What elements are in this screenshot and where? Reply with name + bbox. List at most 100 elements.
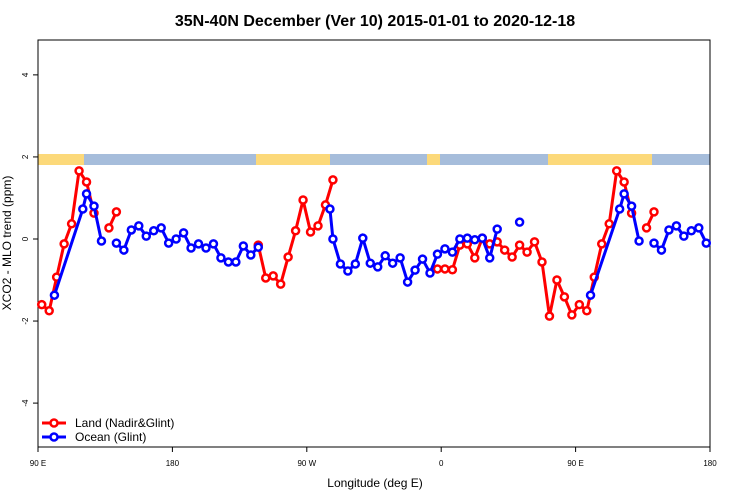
data-point	[119, 245, 129, 255]
data-point	[582, 306, 592, 316]
data-point	[104, 223, 114, 233]
data-point	[499, 245, 510, 255]
data-point	[470, 235, 480, 245]
data-point	[559, 292, 570, 302]
data-point	[529, 237, 540, 247]
data-point	[268, 271, 278, 281]
data-point	[686, 226, 697, 236]
data-point	[671, 221, 682, 231]
data-point	[238, 241, 249, 251]
data-point	[417, 254, 428, 264]
data-point	[380, 251, 390, 261]
data-point	[275, 279, 286, 289]
data-point	[440, 264, 450, 274]
legend-marker	[49, 418, 59, 428]
data-point	[626, 201, 637, 211]
data-point	[66, 219, 77, 229]
data-point	[567, 310, 577, 320]
data-point	[514, 240, 525, 250]
y-tick-label: -2	[21, 317, 30, 325]
legend-label: Ocean (Glint)	[75, 430, 146, 444]
x-tick-label: 180	[166, 459, 180, 468]
data-point	[470, 253, 480, 263]
data-point	[81, 189, 92, 199]
y-tick-label: 0	[21, 236, 30, 241]
y-axis-label: XCO2 - MLO trend (ppm)	[0, 176, 14, 311]
data-point	[447, 265, 458, 275]
data-point	[619, 177, 629, 187]
data-point	[440, 244, 450, 254]
data-point	[552, 275, 562, 285]
data-point	[387, 258, 398, 268]
data-point	[134, 221, 144, 231]
data-point	[111, 238, 122, 248]
land-ocean-strip	[38, 154, 710, 165]
data-point	[186, 243, 196, 253]
data-point	[111, 207, 122, 217]
data-point	[89, 201, 99, 211]
data-point	[425, 268, 435, 278]
data-point	[325, 204, 335, 214]
data-point	[649, 238, 659, 248]
data-point	[402, 277, 413, 287]
data-point	[544, 311, 555, 321]
data-point	[365, 258, 376, 268]
data-point	[328, 175, 338, 185]
data-point	[701, 238, 712, 248]
legend-label: Land (Nadir&Glint)	[75, 416, 174, 430]
data-point	[335, 259, 346, 269]
data-point	[148, 226, 159, 236]
data-point	[343, 266, 353, 276]
data-point	[432, 264, 443, 274]
data-point	[596, 239, 607, 249]
data-point	[59, 239, 69, 249]
data-point	[679, 231, 689, 241]
y-tick-label: -4	[21, 399, 30, 407]
data-point	[96, 236, 107, 246]
data-point	[395, 253, 405, 263]
x-axis-label: Longitude (deg E)	[327, 476, 422, 490]
data-point	[74, 166, 84, 176]
data-point	[656, 245, 667, 255]
data-point	[410, 265, 420, 275]
data-point	[178, 228, 189, 238]
data-point	[477, 233, 488, 243]
data-point	[514, 217, 525, 227]
chart-title: 35N-40N December (Ver 10) 2015-01-01 to …	[175, 13, 575, 30]
data-point	[694, 223, 704, 233]
data-point	[126, 225, 137, 235]
data-point	[193, 239, 204, 249]
data-point	[156, 223, 166, 233]
data-point	[641, 223, 652, 233]
data-point	[36, 299, 47, 310]
data-point	[507, 252, 517, 262]
data-point	[216, 253, 226, 263]
data-point	[585, 290, 596, 300]
data-point	[328, 234, 338, 244]
data-point	[44, 306, 54, 316]
data-point	[614, 204, 625, 214]
data-point	[223, 257, 234, 267]
data-point	[522, 247, 532, 257]
data-point	[611, 166, 622, 176]
data-point	[649, 207, 659, 217]
data-point	[574, 299, 585, 310]
data-point	[253, 242, 264, 252]
data-point	[141, 231, 152, 241]
x-tick-label: 90 E	[567, 459, 583, 468]
data-point	[372, 262, 383, 272]
data-point	[208, 239, 219, 249]
data-point	[634, 236, 644, 246]
data-point	[537, 257, 547, 267]
data-point	[604, 219, 614, 229]
data-point	[447, 247, 458, 257]
data-point	[49, 290, 60, 300]
data-point	[290, 226, 301, 236]
x-tick-label: 0	[439, 459, 444, 468]
y-tick-label: 2	[21, 154, 30, 159]
data-point	[462, 233, 473, 243]
x-tick-label: 90 E	[30, 459, 46, 468]
x-tick-label: 90 W	[297, 459, 316, 468]
data-point	[455, 234, 465, 244]
